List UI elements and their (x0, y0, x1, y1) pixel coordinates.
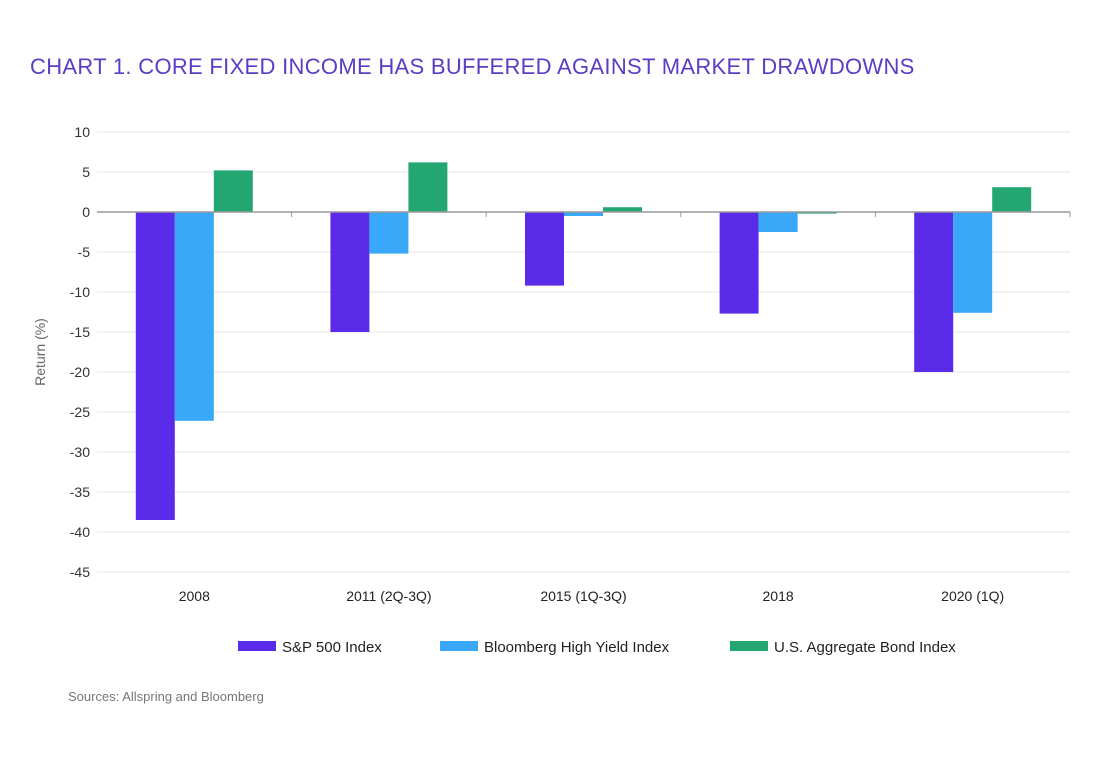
bar-bloomberg-high-yield-index (369, 212, 409, 254)
bar-u-s-aggregate-bond-index (603, 207, 642, 212)
bar-u-s-aggregate-bond-index (797, 212, 837, 214)
x-tick-label: 2020 (1Q) (941, 588, 1004, 604)
bar-bloomberg-high-yield-index (953, 212, 993, 313)
legend-swatch (440, 641, 478, 651)
legend-swatch (730, 641, 768, 651)
bar-u-s-aggregate-bond-index (213, 170, 253, 212)
y-tick-label: -25 (70, 404, 90, 420)
y-tick-label: 0 (82, 204, 90, 220)
x-tick-label: 2015 (1Q-3Q) (540, 588, 626, 604)
bar-s-p-500-index (330, 212, 370, 332)
y-tick-label: -40 (70, 524, 90, 540)
bar-u-s-aggregate-bond-index (992, 187, 1032, 212)
chart-title: CHART 1. CORE FIXED INCOME HAS BUFFERED … (30, 54, 915, 79)
y-tick-label: -45 (70, 564, 90, 580)
source-note: Sources: Allspring and Bloomberg (68, 689, 264, 704)
x-tick-label: 2018 (763, 588, 794, 604)
bar-s-p-500-index (135, 212, 175, 520)
bar-bloomberg-high-yield-index (174, 212, 214, 421)
y-axis-label: Return (%) (32, 318, 48, 386)
bar-bloomberg-high-yield-index (564, 212, 603, 216)
y-tick-label: -35 (70, 484, 90, 500)
y-tick-label: -30 (70, 444, 90, 460)
y-tick-label: -5 (78, 244, 91, 260)
legend-label: U.S. Aggregate Bond Index (774, 639, 956, 656)
legend-label: Bloomberg High Yield Index (484, 639, 670, 656)
y-tick-label: 10 (74, 124, 90, 140)
x-tick-label: 2008 (179, 588, 210, 604)
x-tick-label: 2011 (2Q-3Q) (346, 588, 431, 604)
bar-s-p-500-index (525, 212, 564, 286)
bar-u-s-aggregate-bond-index (408, 162, 448, 212)
bar-bloomberg-high-yield-index (758, 212, 798, 232)
y-tick-label: -10 (70, 284, 90, 300)
bar-s-p-500-index (914, 212, 954, 372)
legend-swatch (238, 641, 276, 651)
bar-s-p-500-index (719, 212, 759, 314)
y-tick-label: 5 (82, 164, 90, 180)
y-tick-label: -20 (70, 364, 90, 380)
y-tick-label: -15 (70, 324, 90, 340)
legend-label: S&P 500 Index (282, 639, 382, 656)
